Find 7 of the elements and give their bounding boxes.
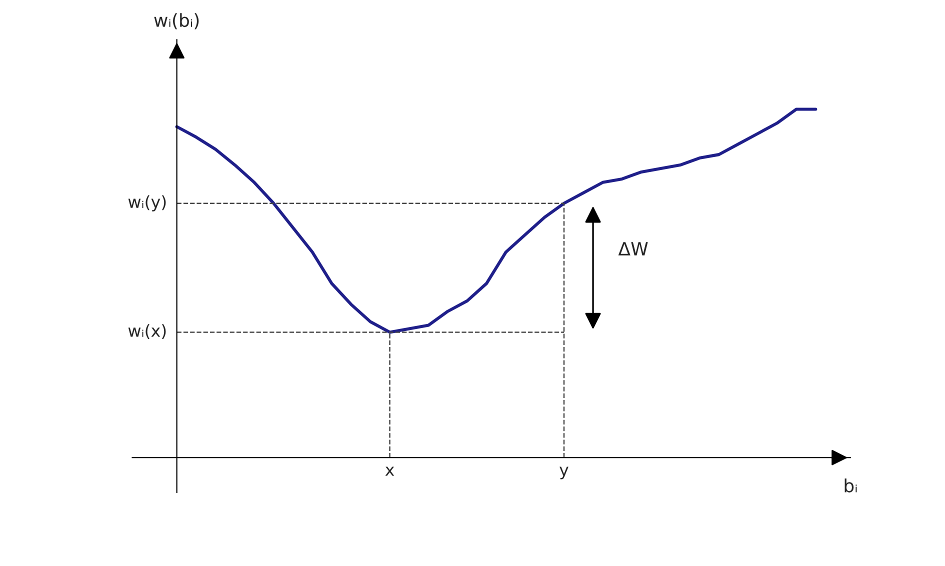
x-axis-title: bᵢ bbox=[844, 478, 857, 492]
y-axis-title: wᵢ(bᵢ) bbox=[154, 13, 199, 30]
x-tick-label: x bbox=[385, 466, 394, 476]
x-tick-label: y bbox=[560, 466, 568, 480]
ref-line-label: wᵢ(y) bbox=[128, 195, 166, 212]
ref-line-label: wᵢ(x) bbox=[128, 324, 166, 339]
annotation: ΔW bbox=[618, 242, 648, 256]
